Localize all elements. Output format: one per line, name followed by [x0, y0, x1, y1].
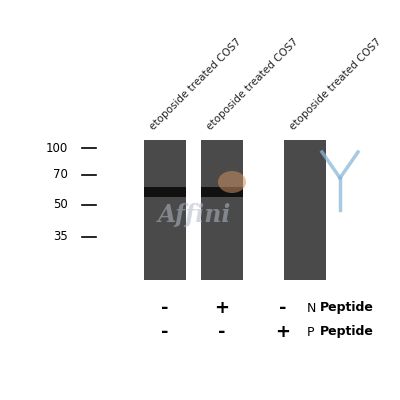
Text: Peptide: Peptide — [320, 326, 374, 338]
Text: -: - — [218, 323, 226, 341]
Bar — [201, 187, 243, 197]
Text: etoposide treated COS7: etoposide treated COS7 — [205, 37, 300, 132]
Bar — [201, 140, 243, 280]
Text: etoposide treated COS7: etoposide treated COS7 — [148, 37, 243, 132]
Text: etoposide treated COS7: etoposide treated COS7 — [288, 37, 383, 132]
Text: 35: 35 — [53, 230, 68, 244]
Bar — [144, 187, 186, 197]
Text: 100: 100 — [46, 142, 68, 154]
Text: N: N — [307, 302, 316, 314]
Bar — [144, 140, 186, 280]
Bar — [284, 140, 326, 280]
Text: +: + — [214, 299, 230, 317]
Text: P: P — [307, 326, 314, 338]
Text: -: - — [279, 299, 287, 317]
Text: Peptide: Peptide — [320, 302, 374, 314]
Text: -: - — [161, 299, 169, 317]
Text: 70: 70 — [53, 168, 68, 182]
Ellipse shape — [218, 171, 246, 193]
Text: 50: 50 — [53, 198, 68, 212]
Text: -: - — [161, 323, 169, 341]
Text: +: + — [276, 323, 290, 341]
Text: Affini: Affini — [158, 203, 232, 227]
